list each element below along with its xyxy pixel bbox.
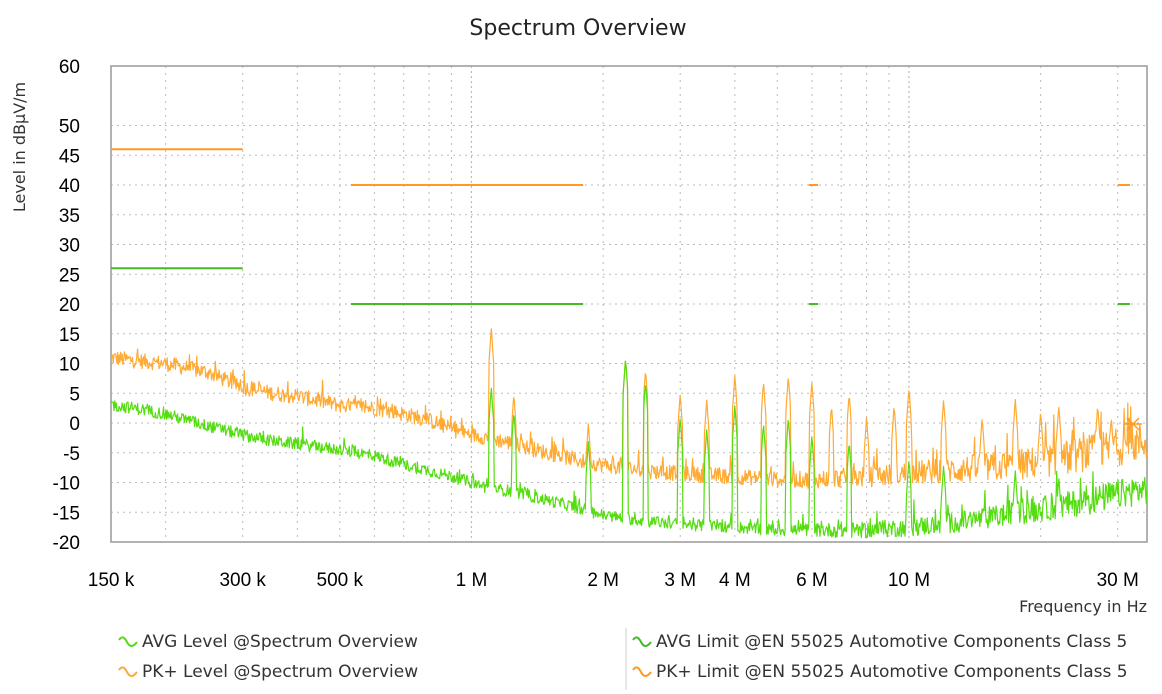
x-tick-label: 500 k — [317, 570, 364, 591]
x-tick-labels: 150 k 300 k 500 k 1 M 2 M 3 M 4 M 6 M 10 M 30 M — [88, 570, 1139, 591]
x-tick-label: 150 k — [88, 570, 135, 591]
legend-item-avg-level[interactable]: AVG Level @Spectrum Overview — [118, 632, 418, 652]
x-tick-label: 4 M — [719, 570, 751, 591]
wave-icon — [632, 666, 652, 677]
legend-item-pk-limit[interactable]: PK+ Limit @EN 55025 Automotive Component… — [632, 662, 1128, 682]
grid — [111, 66, 1147, 542]
x-tick-label: 6 M — [796, 570, 828, 591]
wave-icon — [118, 666, 138, 677]
y-axis-label: Level in dBµV/m — [10, 82, 29, 212]
series-pk-level — [110, 328, 1148, 489]
y-tick-label: -5 — [63, 444, 80, 465]
plot-frame — [110, 65, 1148, 543]
x-tick-label: 30 M — [1097, 570, 1139, 591]
wave-icon — [632, 636, 652, 647]
y-tick-label: -10 — [53, 474, 80, 495]
y-tick-label: 10 — [59, 355, 80, 376]
x-tick-label: 3 M — [664, 570, 696, 591]
y-tick-label: -20 — [53, 533, 80, 554]
y-tick-label: 60 — [59, 57, 80, 78]
y-tick-label: 0 — [69, 414, 80, 435]
legend-label: PK+ Limit @EN 55025 Automotive Component… — [656, 662, 1128, 682]
limit-layer — [111, 148, 1130, 305]
x-axis-label: Frequency in Hz — [1019, 597, 1147, 616]
x-tick-label: 1 M — [456, 570, 488, 591]
legend-divider — [625, 628, 627, 690]
legend-label: AVG Level @Spectrum Overview — [142, 632, 418, 652]
y-tick-label: 5 — [69, 384, 80, 405]
legend-label: PK+ Level @Spectrum Overview — [142, 662, 419, 682]
legend-item-avg-limit[interactable]: AVG Limit @EN 55025 Automotive Component… — [632, 632, 1127, 652]
y-tick-label: 40 — [59, 176, 80, 197]
x-tick-label: 10 M — [888, 570, 930, 591]
y-tick-label: 25 — [59, 265, 80, 286]
y-tick-label: 15 — [59, 325, 80, 346]
series-avg-level — [110, 360, 1148, 539]
y-tick-label: 20 — [59, 295, 80, 316]
peak-marker — [1124, 417, 1142, 431]
series-layer — [110, 328, 1148, 539]
wave-icon — [118, 636, 138, 647]
x-tick-label: 300 k — [219, 570, 266, 591]
legend-item-pk-level[interactable]: PK+ Level @Spectrum Overview — [118, 662, 418, 682]
y-tick-label: 30 — [59, 236, 80, 257]
y-tick-label: 45 — [59, 146, 80, 167]
y-tick-label: 50 — [59, 117, 80, 138]
legend-label: AVG Limit @EN 55025 Automotive Component… — [656, 632, 1128, 652]
y-tick-label: 35 — [59, 206, 80, 227]
chart-title: Spectrum Overview — [469, 16, 686, 41]
x-tick-label: 2 M — [587, 570, 619, 591]
y-tick-label: -15 — [53, 503, 80, 524]
